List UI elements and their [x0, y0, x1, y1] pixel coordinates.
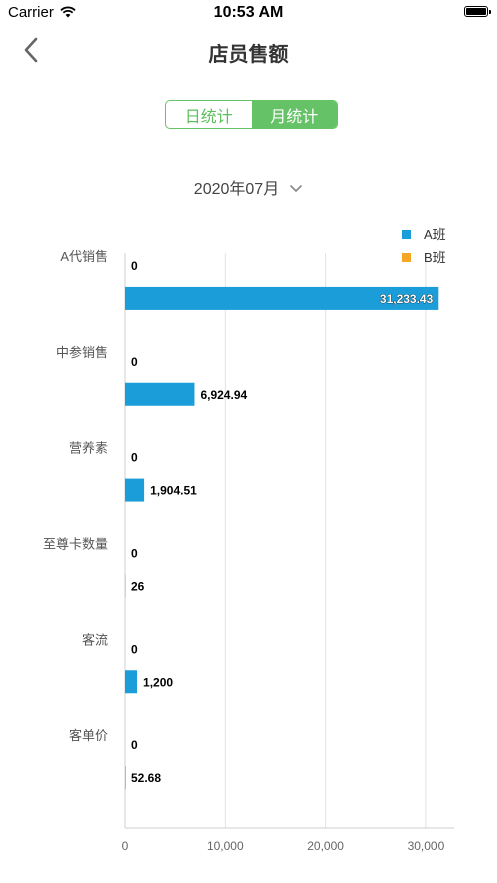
selected-month: 2020年07月: [193, 181, 280, 198]
status-bar: Carrier 10:53 AM: [0, 0, 497, 26]
bar-series-a: [125, 766, 126, 790]
category-label: A代销售: [60, 249, 108, 264]
bar-value-label-b: 0: [131, 738, 138, 752]
legend-swatch: [402, 230, 411, 239]
bar-value-label-a: 31,233.43: [380, 292, 434, 306]
back-button[interactable]: [18, 34, 48, 66]
bar-value-label-b: 0: [131, 451, 138, 465]
battery-icon: [464, 6, 491, 17]
bar-series-a: [125, 382, 195, 406]
bar-series-a: [125, 286, 439, 310]
page-title: 店员售额: [208, 44, 289, 66]
tab-daily[interactable]: 日统计: [184, 108, 233, 126]
legend-swatch: [402, 253, 411, 262]
category-label: 客流: [82, 632, 108, 647]
period-segmented-control: 日统计 月统计: [165, 100, 338, 129]
x-tick-label: 0: [122, 839, 129, 853]
wifi-icon: [60, 5, 76, 23]
navigation-bar: 店员售额: [0, 26, 497, 74]
carrier-label: Carrier: [8, 4, 54, 21]
bar-value-label-b: 0: [131, 642, 138, 656]
bar-value-label-b: 0: [131, 259, 138, 273]
x-tick-label: 20,000: [307, 839, 344, 853]
x-tick-label: 30,000: [408, 839, 445, 853]
month-picker[interactable]: 2020年07月: [0, 175, 497, 199]
category-label: 客单价: [69, 728, 108, 743]
bar-value-label-a: 52.68: [131, 771, 161, 785]
bar-value-label-a: 6,924.94: [200, 388, 247, 402]
legend-label: B班: [424, 250, 446, 265]
x-tick-label: 10,000: [207, 839, 244, 853]
category-label: 营养素: [69, 441, 108, 456]
chevron-down-icon: [290, 184, 303, 192]
bar-value-label-a: 26: [131, 579, 145, 593]
legend-label: A班: [424, 227, 446, 242]
bar-value-label-b: 0: [131, 546, 138, 560]
category-label: 至尊卡数量: [43, 536, 108, 551]
bar-series-a: [125, 478, 145, 502]
chevron-left-icon: [24, 37, 38, 63]
bar-series-a: [125, 670, 138, 694]
bar-value-label-a: 1,200: [143, 675, 173, 689]
clock: 10:53 AM: [213, 4, 284, 21]
category-label: 中参销售: [56, 345, 108, 360]
bar-value-label-a: 1,904.51: [150, 484, 197, 498]
tab-monthly[interactable]: 月统计: [251, 101, 337, 128]
bar-value-label-b: 0: [131, 355, 138, 369]
